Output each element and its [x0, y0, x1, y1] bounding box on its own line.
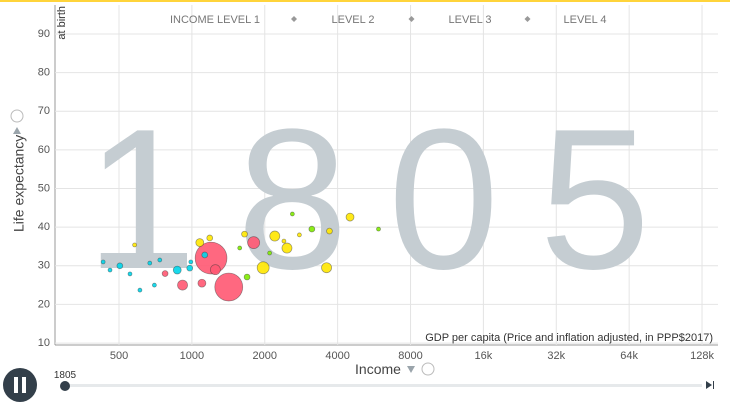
bubble	[241, 230, 248, 238]
x-tick-label: 128k	[690, 350, 714, 362]
income-legend: INCOME LEVEL 1 LEVEL 2 LEVEL 3 LEVEL 4	[170, 14, 607, 26]
pause-icon	[14, 377, 18, 393]
bubble	[188, 259, 194, 265]
grid: 10 20 30 40 50 60 70 80 90 500 1000 2000 4000 8000 16k…	[38, 5, 718, 362]
bubble	[269, 230, 281, 242]
slider-year: 1805	[54, 370, 77, 381]
bubble	[100, 259, 106, 265]
bubble	[197, 278, 207, 288]
y-tick-label: 30	[38, 260, 50, 272]
bubble	[243, 273, 251, 281]
bubble	[321, 262, 332, 274]
x-sublabel: GDP per capita (Price and inflation adju…	[425, 332, 713, 344]
y-tick-label: 20	[38, 298, 50, 310]
bubble	[116, 262, 124, 270]
bubble	[152, 282, 157, 288]
bubble	[297, 232, 302, 238]
y-tick-label: 50	[38, 182, 50, 194]
y-dropdown[interactable]	[13, 127, 21, 134]
bubble	[376, 226, 381, 232]
income-level-label: LEVEL 4	[563, 14, 606, 26]
bubble	[247, 236, 261, 249]
slider-handle[interactable]	[60, 381, 70, 391]
bubble	[290, 211, 295, 217]
bubble	[147, 260, 153, 266]
slider-track	[62, 384, 702, 387]
bubble	[281, 242, 293, 254]
y-tick-label: 80	[38, 67, 50, 79]
bubble	[186, 264, 194, 272]
x-help[interactable]	[421, 362, 435, 376]
bubble	[281, 238, 287, 244]
income-level-label: LEVEL 2	[331, 14, 374, 26]
legend-divider	[291, 16, 297, 22]
pause-button[interactable]	[3, 368, 37, 402]
bubble	[267, 250, 272, 256]
x-tick-label: 16k	[475, 350, 493, 362]
y-tick-label: 10	[38, 337, 50, 349]
y-axis-label[interactable]: Life expectancy	[11, 135, 27, 232]
bubble	[127, 271, 133, 277]
x-tick-label: 2000	[253, 350, 277, 362]
x-tick-label: 8000	[398, 350, 422, 362]
bubble	[345, 212, 355, 222]
bubble	[177, 279, 188, 291]
bubble	[195, 238, 205, 247]
x-tick-label: 500	[110, 350, 128, 362]
end-icon[interactable]	[706, 381, 714, 389]
x-tick-label: 1000	[180, 350, 204, 362]
y-sublabel: at birth	[56, 6, 68, 40]
bubbles	[100, 211, 381, 302]
legend-divider	[408, 16, 415, 22]
bubble	[326, 227, 333, 235]
year-watermark: 1805	[86, 88, 691, 311]
x-dropdown[interactable]	[407, 366, 415, 373]
legend-divider	[524, 16, 531, 22]
y-tick-label: 70	[38, 105, 50, 117]
bubble	[206, 234, 214, 242]
income-level-label: LEVEL 3	[448, 14, 491, 26]
bubble	[237, 245, 243, 251]
bubble	[161, 270, 169, 277]
pause-icon	[22, 377, 26, 393]
income-level-label: INCOME LEVEL 1	[170, 14, 260, 26]
bubble	[209, 264, 221, 276]
bubble	[214, 272, 244, 302]
bubble	[172, 265, 182, 275]
x-tick-label: 32k	[547, 350, 565, 362]
x-tick-label: 64k	[620, 350, 638, 362]
bubble	[256, 261, 270, 275]
bubble	[308, 225, 316, 233]
y-tick-label: 90	[38, 28, 50, 40]
bubble	[137, 287, 143, 293]
top-bar	[0, 0, 730, 2]
x-tick-label: 4000	[325, 350, 349, 362]
y-tick-label: 60	[38, 144, 50, 156]
x-axis-label[interactable]: Income	[355, 361, 401, 377]
y-tick-label: 40	[38, 221, 50, 233]
bubble	[107, 267, 113, 273]
y-help[interactable]	[10, 109, 24, 123]
bubble	[201, 251, 209, 259]
bubble	[157, 257, 163, 263]
bubble	[132, 242, 137, 248]
